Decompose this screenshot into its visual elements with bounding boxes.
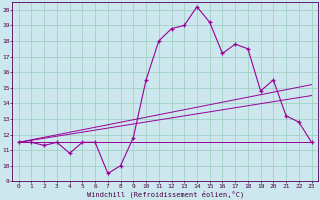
X-axis label: Windchill (Refroidissement éolien,°C): Windchill (Refroidissement éolien,°C) bbox=[86, 190, 244, 198]
